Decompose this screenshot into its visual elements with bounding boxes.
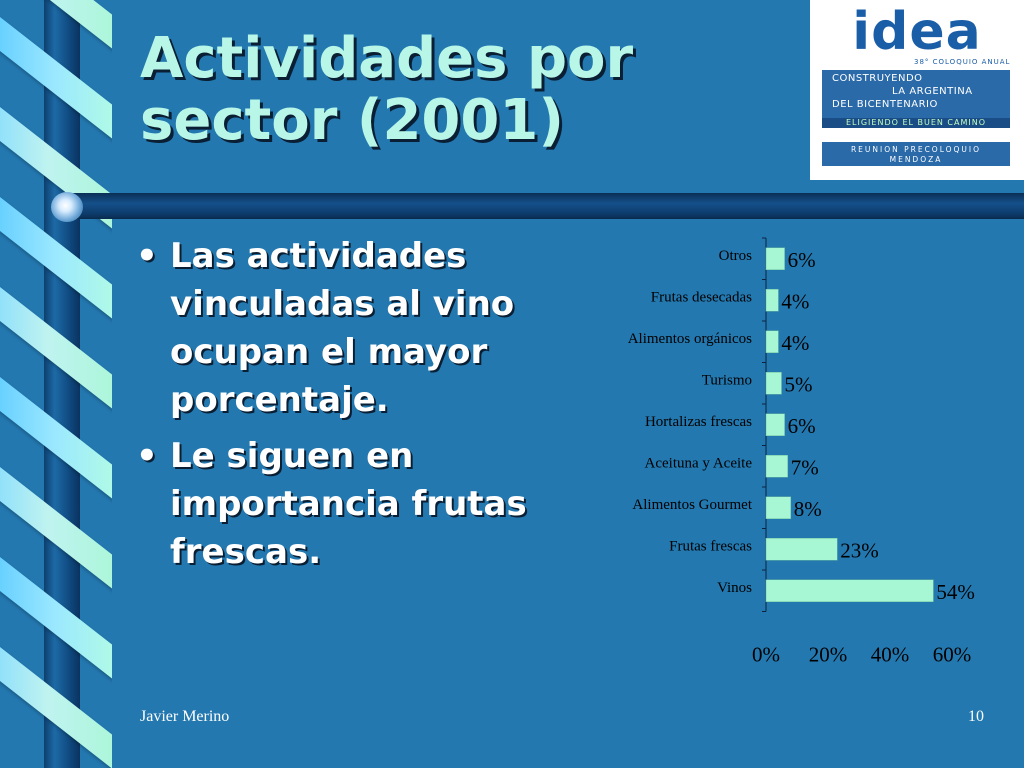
category-label: Vinos [717,580,752,596]
x-tick-label: 40% [871,643,910,667]
category-label: Aceituna y Aceite [645,455,753,471]
logo-line-2: LA ARGENTINA [892,86,973,97]
logo-event-line-2: MENDOZA [889,155,943,164]
idea-logo: idea 38° COLOQUIO ANUAL CONSTRUYENDO LA … [810,0,1024,180]
data-label: 4% [781,289,809,313]
page-title: Actividades por sector (2001) [140,28,780,152]
category-label: Frutas frescas [669,538,752,554]
data-label: 6% [788,248,816,272]
ribbon-rod [44,0,80,768]
title-line-2: sector (2001) [140,88,564,153]
title-rail [60,193,1024,219]
bar [765,289,779,312]
logo-tagline: ELIGIENDO EL BUEN CAMINO [845,118,987,127]
logo-event-line-1: REUNION PRECOLOQUIO [850,145,982,154]
logo-tagline-bar: ELIGIENDO EL BUEN CAMINO [822,118,1010,128]
bar [765,538,838,561]
bar [765,247,785,270]
rail-knob [51,192,83,222]
bar [765,330,779,353]
category-label: Alimentos orgánicos [628,331,752,347]
logo-event-box: REUNION PRECOLOQUIO MENDOZA [822,142,1010,166]
sector-bar-chart: Otros 6% Frutas desecadas 4% Alimentos orgán… [628,237,975,667]
page-number: 10 [968,708,984,725]
bullet-dot: • [136,436,158,476]
data-label: 7% [791,455,819,479]
data-label: 6% [788,414,816,438]
data-label: 4% [781,331,809,355]
x-tick-label: 0% [752,643,780,667]
bullet-item: • Las actividades vinculadas al vino ocup… [130,232,530,424]
logo-line-1: CONSTRUYENDO [832,73,923,84]
x-tick-label: 20% [809,643,848,667]
title-line-1: Actividades por [140,26,634,91]
bullet-text: Las actividades vinculadas al vino ocupa… [170,236,515,420]
bullet-dot: • [136,236,158,276]
bar [765,413,785,436]
category-label: Otros [719,248,752,264]
logo-subtitle: 38° COLOQUIO ANUAL [914,58,1011,66]
bullet-text: Le siguen en importancia frutas frescas. [170,436,527,572]
logo-tagline-box: CONSTRUYENDO LA ARGENTINA DEL BICENTENAR… [822,70,1010,126]
data-label: 23% [840,538,879,562]
bar [765,496,792,519]
category-label: Turismo [702,372,752,388]
data-label: 54% [936,580,975,604]
decorative-ribbon [0,0,112,768]
bar [765,372,782,395]
bar [765,579,934,602]
data-label: 8% [794,497,822,521]
category-label: Frutas desecadas [651,289,752,305]
logo-word: idea [852,2,982,62]
logo-line-3: DEL BICENTENARIO [832,99,938,110]
bullet-item: • Le siguen en importancia frutas frescas… [130,432,530,576]
data-label: 5% [785,372,813,396]
bullet-list: • Las actividades vinculadas al vino ocup… [130,232,530,584]
category-label: Alimentos Gourmet [632,497,752,513]
bar [765,455,788,478]
category-label: Hortalizas frescas [645,414,752,430]
x-tick-label: 60% [933,643,972,667]
footer-author: Javier Merino [140,708,230,725]
